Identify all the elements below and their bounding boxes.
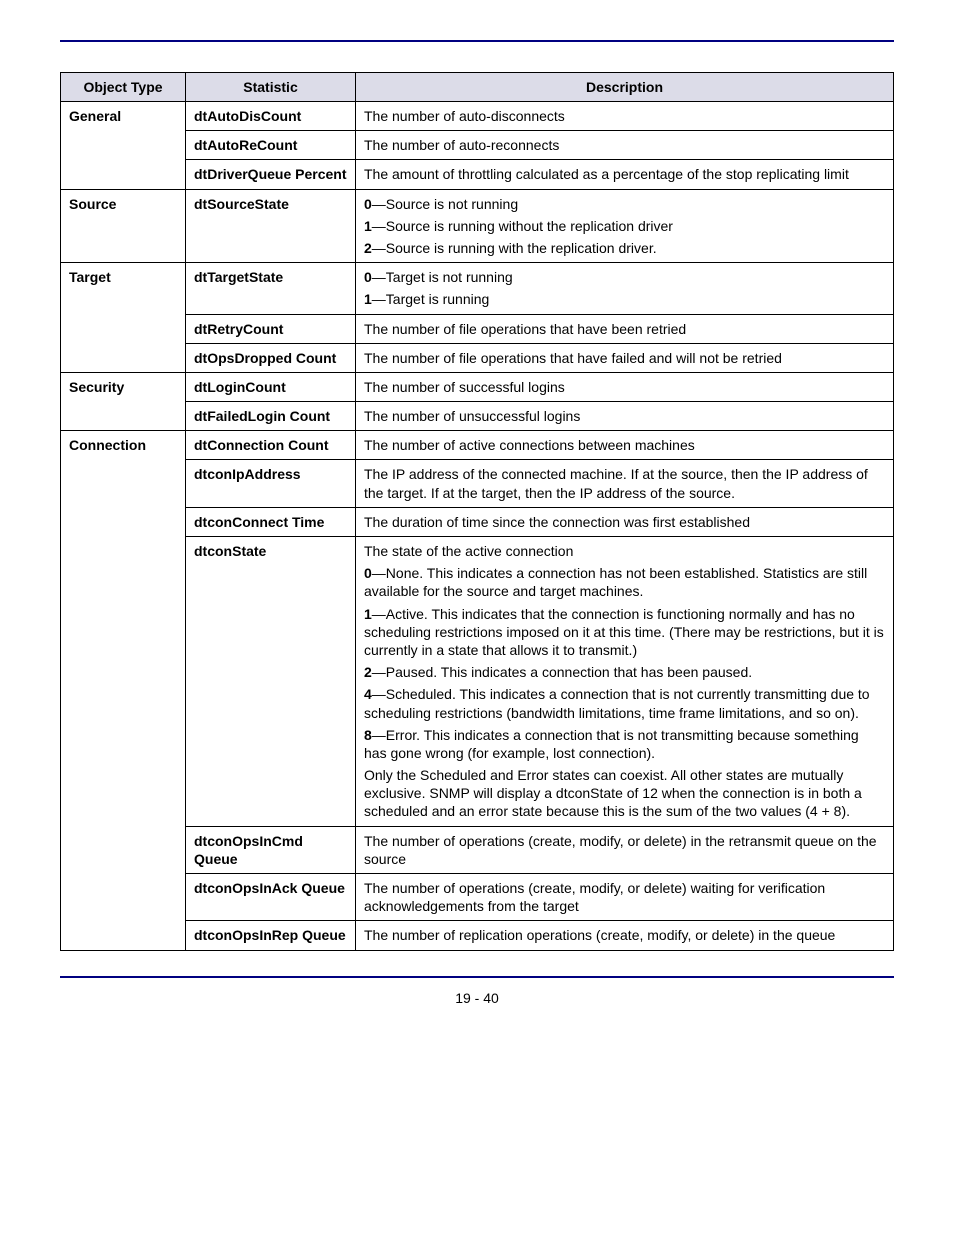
statistic-cell: dtAutoReCount bbox=[186, 131, 356, 160]
table-row: dtAutoReCount The number of auto-reconnec… bbox=[61, 131, 894, 160]
statistic-cell: dtConnection Count bbox=[186, 431, 356, 460]
description-line: 0—None. This indicates a connection has … bbox=[364, 564, 885, 600]
description-line: 1—Target is running bbox=[364, 290, 885, 308]
table-header-row: Object Type Statistic Description bbox=[61, 73, 894, 102]
description-line: The number of operations (create, modify… bbox=[364, 879, 885, 915]
table-row: dtDriverQueue Percent The amount of throt… bbox=[61, 160, 894, 189]
description-line: The number of unsuccessful logins bbox=[364, 407, 885, 425]
description-cell: The number of auto-disconnects bbox=[356, 102, 894, 131]
table-row: dtconOpsInCmd QueueThe number of operati… bbox=[61, 826, 894, 873]
description-line: The IP address of the connected machine.… bbox=[364, 465, 885, 501]
description-cell: The number of auto-reconnects bbox=[356, 131, 894, 160]
description-line: 0—Target is not running bbox=[364, 268, 885, 286]
description-cell: The number of replication operations (cr… bbox=[356, 921, 894, 950]
statistic-cell: dtAutoDisCount bbox=[186, 102, 356, 131]
object-type-cell: Target bbox=[61, 263, 186, 373]
description-cell: The state of the active connection 0—None… bbox=[356, 537, 894, 827]
description-cell: 0—Source is not running 1—Source is runni… bbox=[356, 189, 894, 263]
page-number: 19 - 40 bbox=[60, 990, 894, 1006]
statistic-cell: dtOpsDropped Count bbox=[186, 343, 356, 372]
header-statistic: Statistic bbox=[186, 73, 356, 102]
object-type-cell: Connection bbox=[61, 431, 186, 950]
table-row: dtFailedLogin Count The number of unsucce… bbox=[61, 402, 894, 431]
description-line: The number of successful logins bbox=[364, 378, 885, 396]
description-line: The number of replication operations (cr… bbox=[364, 926, 885, 944]
description-line: The state of the active connection bbox=[364, 542, 885, 560]
table-row: TargetdtTargetState0—Target is not runni… bbox=[61, 263, 894, 314]
top-rule bbox=[60, 40, 894, 42]
header-description: Description bbox=[356, 73, 894, 102]
header-object-type: Object Type bbox=[61, 73, 186, 102]
description-cell: The number of operations (create, modify… bbox=[356, 826, 894, 873]
description-line: 0—Source is not running bbox=[364, 195, 885, 213]
page: Object Type Statistic Description Genera… bbox=[0, 0, 954, 1036]
table-row: GeneraldtAutoDisCountThe number of auto-… bbox=[61, 102, 894, 131]
description-code: 4 bbox=[364, 686, 372, 702]
statistic-cell: dtconIpAddress bbox=[186, 460, 356, 507]
table-row: ConnectiondtConnection CountThe number o… bbox=[61, 431, 894, 460]
description-line: The number of auto-disconnects bbox=[364, 107, 885, 125]
statistics-table: Object Type Statistic Description Genera… bbox=[60, 72, 894, 951]
description-line: 8—Error. This indicates a connection tha… bbox=[364, 726, 885, 762]
description-cell: The number of file operations that have … bbox=[356, 314, 894, 343]
description-line: The number of file operations that have … bbox=[364, 349, 885, 367]
statistic-cell: dtconState bbox=[186, 537, 356, 827]
table-row: dtconStateThe state of the active connec… bbox=[61, 537, 894, 827]
description-code: 0 bbox=[364, 196, 372, 212]
description-line: 1—Source is running without the replicat… bbox=[364, 217, 885, 235]
statistic-cell: dtFailedLogin Count bbox=[186, 402, 356, 431]
table-row: SourcedtSourceState0—Source is not runni… bbox=[61, 189, 894, 263]
description-code: 0 bbox=[364, 565, 372, 581]
description-code: 1 bbox=[364, 606, 372, 622]
statistic-cell: dtconOpsInCmd Queue bbox=[186, 826, 356, 873]
description-code: 2 bbox=[364, 664, 372, 680]
table-row: dtconOpsInRep Queue The number of replica… bbox=[61, 921, 894, 950]
description-line: 1—Active. This indicates that the connec… bbox=[364, 605, 885, 660]
statistic-cell: dtconConnect Time bbox=[186, 507, 356, 536]
statistic-cell: dtTargetState bbox=[186, 263, 356, 314]
table-row: dtconConnect Time The duration of time si… bbox=[61, 507, 894, 536]
statistic-cell: dtRetryCount bbox=[186, 314, 356, 343]
statistic-cell: dtconOpsInAck Queue bbox=[186, 874, 356, 921]
table-row: dtRetryCount The number of file operation… bbox=[61, 314, 894, 343]
statistic-cell: dtSourceState bbox=[186, 189, 356, 263]
description-cell: The IP address of the connected machine.… bbox=[356, 460, 894, 507]
description-line: The duration of time since the connectio… bbox=[364, 513, 885, 531]
table-row: dtconIpAddressThe IP address of the conn… bbox=[61, 460, 894, 507]
description-cell: The number of operations (create, modify… bbox=[356, 874, 894, 921]
description-line: The number of file operations that have … bbox=[364, 320, 885, 338]
description-cell: The number of active connections between… bbox=[356, 431, 894, 460]
description-code: 2 bbox=[364, 240, 372, 256]
object-type-cell: Source bbox=[61, 189, 186, 263]
description-code: 0 bbox=[364, 269, 372, 285]
description-cell: The number of file operations that have … bbox=[356, 343, 894, 372]
description-line: The number of active connections between… bbox=[364, 436, 885, 454]
statistic-cell: dtDriverQueue Percent bbox=[186, 160, 356, 189]
description-code: 1 bbox=[364, 291, 372, 307]
description-code: 1 bbox=[364, 218, 372, 234]
description-line: 2—Paused. This indicates a connection th… bbox=[364, 663, 885, 681]
description-line: Only the Scheduled and Error states can … bbox=[364, 766, 885, 821]
description-cell: The number of successful logins bbox=[356, 372, 894, 401]
object-type-cell: Security bbox=[61, 372, 186, 430]
description-cell: The amount of throttling calculated as a… bbox=[356, 160, 894, 189]
description-line: The number of operations (create, modify… bbox=[364, 832, 885, 868]
table-row: dtOpsDropped Count The number of file ope… bbox=[61, 343, 894, 372]
table-row: SecuritydtLoginCountThe number of succes… bbox=[61, 372, 894, 401]
description-code: 8 bbox=[364, 727, 372, 743]
description-line: 4—Scheduled. This indicates a connection… bbox=[364, 685, 885, 721]
table-row: dtconOpsInAck QueueThe number of operati… bbox=[61, 874, 894, 921]
description-cell: The duration of time since the connectio… bbox=[356, 507, 894, 536]
description-line: The number of auto-reconnects bbox=[364, 136, 885, 154]
statistic-cell: dtconOpsInRep Queue bbox=[186, 921, 356, 950]
description-cell: 0—Target is not running 1—Target is runni… bbox=[356, 263, 894, 314]
statistic-cell: dtLoginCount bbox=[186, 372, 356, 401]
description-cell: The number of unsuccessful logins bbox=[356, 402, 894, 431]
description-line: The amount of throttling calculated as a… bbox=[364, 165, 885, 183]
bottom-rule bbox=[60, 976, 894, 978]
object-type-cell: General bbox=[61, 102, 186, 190]
description-line: 2—Source is running with the replication… bbox=[364, 239, 885, 257]
